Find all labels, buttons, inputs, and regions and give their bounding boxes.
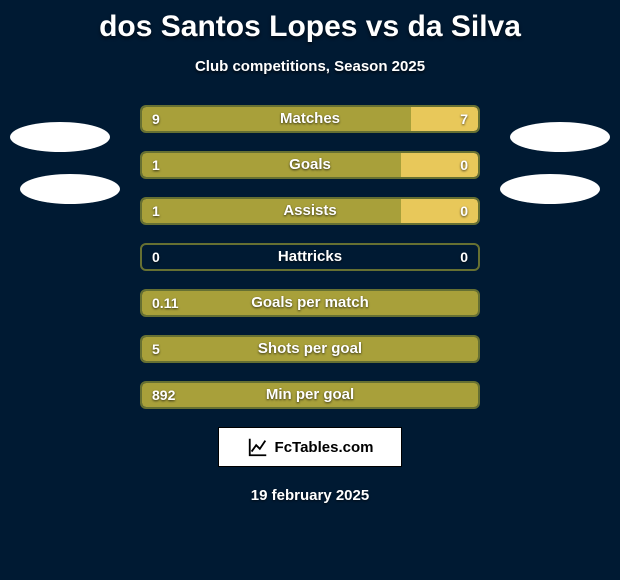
stat-value-right: 0: [460, 199, 468, 223]
date-label: 19 february 2025: [0, 487, 620, 504]
stat-value-left: 5: [152, 337, 160, 361]
stat-value-left: 0.11: [152, 291, 178, 315]
avatar-player1-a: [10, 122, 110, 152]
bar-left: [142, 199, 401, 223]
logo-text: FcTables.com: [275, 439, 374, 456]
stat-value-left: 0: [152, 245, 160, 269]
stat-row: 892Min per goal: [140, 381, 480, 409]
stat-row: 97Matches: [140, 105, 480, 133]
bar-left: [142, 291, 478, 315]
chart-icon: [247, 436, 269, 458]
stat-value-right: 0: [460, 153, 468, 177]
bar-left: [142, 383, 478, 407]
bar-left: [142, 107, 411, 131]
bar-left: [142, 153, 401, 177]
stat-row: 5Shots per goal: [140, 335, 480, 363]
subtitle: Club competitions, Season 2025: [0, 58, 620, 75]
stat-value-right: 0: [460, 245, 468, 269]
stat-row: 10Goals: [140, 151, 480, 179]
avatar-player2-a: [510, 122, 610, 152]
avatar-player2-b: [500, 174, 600, 204]
stat-value-left: 1: [152, 199, 160, 223]
logo-box: FcTables.com: [218, 427, 402, 467]
stat-value-left: 1: [152, 153, 160, 177]
stat-value-left: 892: [152, 383, 175, 407]
avatar-player1-b: [20, 174, 120, 204]
stats-container: 97Matches10Goals10Assists00Hattricks0.11…: [140, 105, 480, 409]
stat-value-right: 7: [460, 107, 468, 131]
stat-row: 0.11Goals per match: [140, 289, 480, 317]
stat-label: Hattricks: [142, 245, 478, 269]
stat-row: 0 0Hattricks: [140, 243, 480, 271]
stat-value-left: 9: [152, 107, 160, 131]
page-title: dos Santos Lopes vs da Silva: [0, 0, 620, 44]
stat-row: 10Assists: [140, 197, 480, 225]
bar-left: [142, 337, 478, 361]
